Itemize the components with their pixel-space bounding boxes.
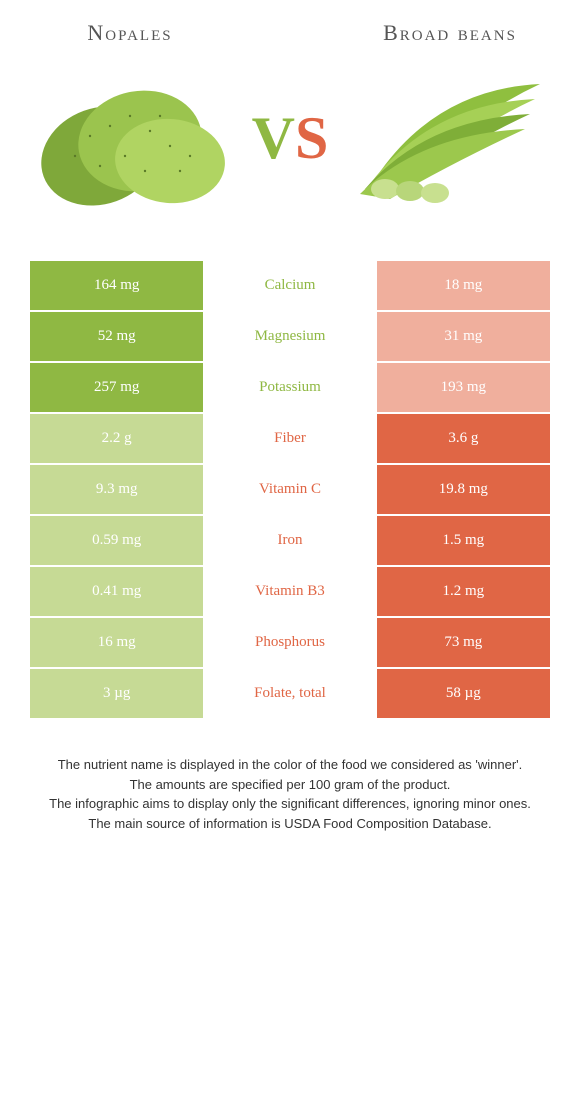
right-food-image [340, 56, 550, 221]
right-value: 19.8 mg [377, 465, 550, 516]
left-value: 2.2 g [30, 414, 203, 465]
right-food-title: Broad beans [350, 20, 550, 46]
nutrient-name: Calcium [203, 261, 376, 312]
nutrient-name: Folate, total [203, 669, 376, 720]
images-row: VS [30, 56, 550, 221]
left-value: 164 mg [30, 261, 203, 312]
nutrient-name: Vitamin C [203, 465, 376, 516]
vs-label: VS [252, 104, 329, 173]
table-row: 52 mgMagnesium31 mg [30, 312, 550, 363]
footer-notes: The nutrient name is displayed in the co… [30, 755, 550, 833]
right-value: 31 mg [377, 312, 550, 363]
nutrient-name: Vitamin B3 [203, 567, 376, 618]
footer-line: The nutrient name is displayed in the co… [35, 755, 545, 775]
left-food-image [30, 56, 240, 221]
left-value: 257 mg [30, 363, 203, 414]
footer-line: The main source of information is USDA F… [35, 814, 545, 834]
vs-v: V [252, 105, 295, 171]
right-value: 3.6 g [377, 414, 550, 465]
table-row: 9.3 mgVitamin C19.8 mg [30, 465, 550, 516]
left-value: 0.59 mg [30, 516, 203, 567]
header-titles: Nopales Broad beans [30, 20, 550, 46]
left-value: 0.41 mg [30, 567, 203, 618]
left-food-title: Nopales [30, 20, 230, 46]
vs-s: S [295, 105, 328, 171]
left-value: 3 µg [30, 669, 203, 720]
table-row: 257 mgPotassium193 mg [30, 363, 550, 414]
right-value: 73 mg [377, 618, 550, 669]
nutrient-table: 164 mgCalcium18 mg52 mgMagnesium31 mg257… [30, 261, 550, 720]
left-value: 16 mg [30, 618, 203, 669]
right-value: 193 mg [377, 363, 550, 414]
table-row: 3 µgFolate, total58 µg [30, 669, 550, 720]
footer-line: The amounts are specified per 100 gram o… [35, 775, 545, 795]
nutrient-name: Magnesium [203, 312, 376, 363]
table-row: 0.41 mgVitamin B31.2 mg [30, 567, 550, 618]
right-value: 1.5 mg [377, 516, 550, 567]
nutrient-name: Potassium [203, 363, 376, 414]
footer-line: The infographic aims to display only the… [35, 794, 545, 814]
table-row: 16 mgPhosphorus73 mg [30, 618, 550, 669]
right-value: 18 mg [377, 261, 550, 312]
nutrient-name: Phosphorus [203, 618, 376, 669]
nutrient-name: Fiber [203, 414, 376, 465]
right-value: 1.2 mg [377, 567, 550, 618]
left-value: 52 mg [30, 312, 203, 363]
right-value: 58 µg [377, 669, 550, 720]
left-value: 9.3 mg [30, 465, 203, 516]
table-row: 164 mgCalcium18 mg [30, 261, 550, 312]
table-row: 2.2 gFiber3.6 g [30, 414, 550, 465]
table-row: 0.59 mgIron1.5 mg [30, 516, 550, 567]
nutrient-name: Iron [203, 516, 376, 567]
